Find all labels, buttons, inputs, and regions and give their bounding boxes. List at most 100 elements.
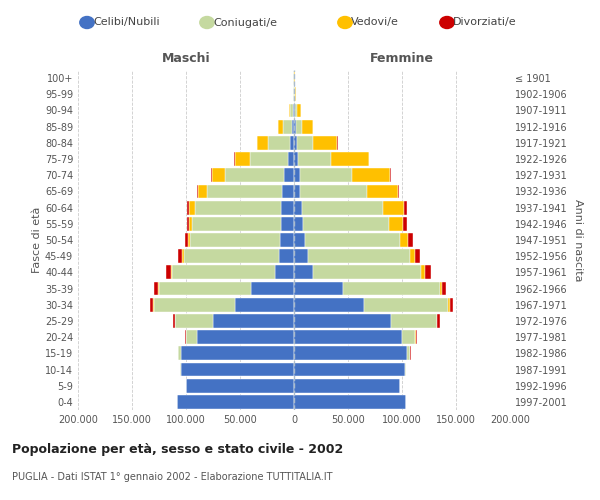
Bar	[151, 298, 153, 312]
Bar	[278, 120, 283, 134]
Bar	[448, 298, 450, 312]
Bar	[294, 152, 298, 166]
Bar	[181, 362, 294, 376]
Y-axis label: Fasce di età: Fasce di età	[32, 207, 42, 273]
Bar	[158, 282, 159, 296]
Bar	[282, 184, 294, 198]
Bar	[185, 233, 188, 247]
Bar	[184, 250, 279, 263]
Bar	[308, 250, 410, 263]
Bar	[296, 120, 302, 134]
Bar	[213, 314, 294, 328]
Text: Celibi/Nubili: Celibi/Nubili	[93, 18, 160, 28]
Bar	[295, 88, 296, 101]
Text: Popolazione per età, sesso e stato civile - 2002: Popolazione per età, sesso e stato civil…	[12, 442, 343, 456]
Bar	[275, 266, 294, 280]
Bar	[415, 330, 417, 344]
Bar	[294, 346, 407, 360]
Bar	[297, 104, 301, 118]
Bar	[170, 266, 172, 280]
Bar	[400, 233, 409, 247]
Bar	[293, 104, 294, 118]
Bar	[294, 217, 302, 230]
Bar	[281, 217, 294, 230]
Bar	[402, 330, 415, 344]
Bar	[368, 152, 369, 166]
Bar	[440, 282, 442, 296]
Bar	[383, 200, 404, 214]
Bar	[425, 266, 431, 280]
Bar	[294, 266, 313, 280]
Bar	[294, 395, 406, 409]
Bar	[367, 184, 398, 198]
Bar	[294, 136, 297, 149]
Bar	[313, 136, 337, 149]
Bar	[235, 298, 294, 312]
Bar	[187, 200, 189, 214]
Text: Femmine: Femmine	[370, 52, 434, 65]
Bar	[421, 266, 425, 280]
Bar	[294, 379, 400, 392]
Bar	[442, 282, 446, 296]
Bar	[294, 168, 300, 182]
Bar	[294, 362, 405, 376]
Bar	[343, 282, 440, 296]
Bar	[294, 233, 305, 247]
Bar	[281, 200, 294, 214]
Bar	[159, 282, 251, 296]
Bar	[404, 200, 407, 214]
Bar	[178, 250, 182, 263]
Text: PUGLIA - Dati ISTAT 1° gennaio 2002 - Elaborazione TUTTITALIA.IT: PUGLIA - Dati ISTAT 1° gennaio 2002 - El…	[12, 472, 332, 482]
Bar	[290, 104, 293, 118]
Bar	[305, 233, 400, 247]
Text: Divorziati/e: Divorziati/e	[453, 18, 517, 28]
Bar	[181, 346, 294, 360]
Bar	[294, 314, 391, 328]
Bar	[197, 184, 198, 198]
Bar	[193, 217, 281, 230]
Bar	[389, 168, 391, 182]
Bar	[194, 200, 281, 214]
Bar	[313, 266, 421, 280]
Bar	[292, 120, 294, 134]
Bar	[294, 330, 402, 344]
Bar	[166, 266, 170, 280]
Bar	[409, 233, 413, 247]
Bar	[182, 250, 184, 263]
Bar	[212, 168, 225, 182]
Bar	[290, 136, 294, 149]
Bar	[294, 184, 301, 198]
Bar	[251, 282, 294, 296]
Bar	[279, 250, 294, 263]
Bar	[437, 314, 440, 328]
Bar	[189, 217, 193, 230]
Bar	[450, 298, 453, 312]
Bar	[225, 168, 284, 182]
Text: Vedovi/e: Vedovi/e	[351, 18, 399, 28]
Text: Maschi: Maschi	[161, 52, 211, 65]
Bar	[405, 362, 406, 376]
Bar	[300, 168, 352, 182]
Bar	[154, 298, 235, 312]
Bar	[295, 104, 297, 118]
Bar	[398, 184, 400, 198]
Bar	[352, 168, 389, 182]
Bar	[172, 266, 275, 280]
Bar	[302, 217, 389, 230]
Bar	[186, 330, 197, 344]
Text: Coniugati/e: Coniugati/e	[213, 18, 277, 28]
Bar	[178, 395, 294, 409]
Bar	[190, 233, 280, 247]
Bar	[287, 152, 294, 166]
Bar	[206, 184, 282, 198]
Bar	[175, 314, 213, 328]
Bar	[211, 168, 212, 182]
Bar	[403, 217, 407, 230]
Bar	[302, 200, 383, 214]
Bar	[197, 330, 294, 344]
Bar	[297, 136, 313, 149]
Bar	[280, 233, 294, 247]
Bar	[389, 217, 403, 230]
Bar	[391, 314, 437, 328]
Bar	[364, 298, 448, 312]
